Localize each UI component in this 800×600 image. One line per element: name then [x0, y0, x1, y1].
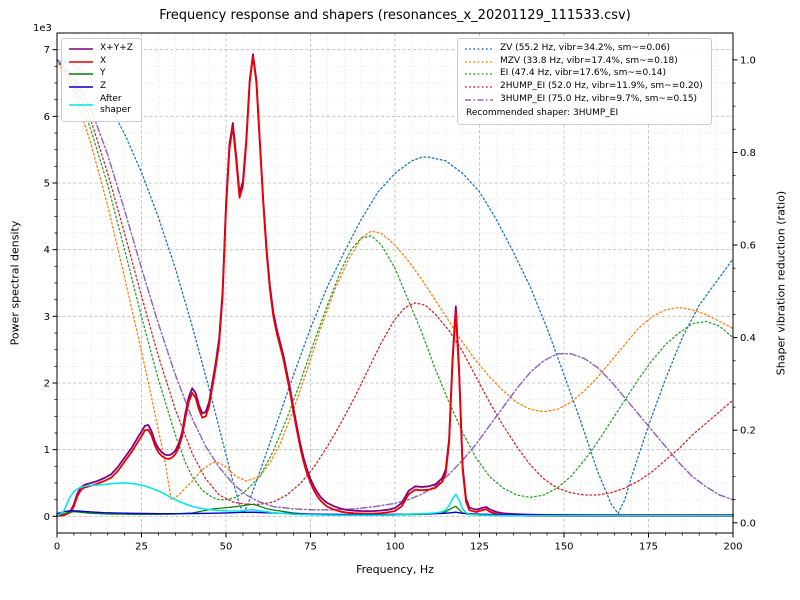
legend-item-y: Y [68, 68, 133, 80]
y-right-tick-label: 1.0 [740, 55, 756, 66]
x-tick-label: 175 [639, 542, 658, 553]
legend-label: Z [100, 81, 107, 92]
legend-item-after-shaper: After shaper [68, 94, 133, 117]
y-left-tick-label: 5 [44, 179, 50, 190]
y-right-tick-label: 0.2 [740, 426, 756, 437]
series-shaper-ei-line [56, 59, 734, 501]
series-x-line [56, 55, 734, 517]
x-tick-label: 200 [723, 542, 742, 553]
recommended-shaper-note: Recommended shaper: 3HUMP_EI [466, 108, 619, 119]
legend-label: After shaper [100, 93, 131, 116]
legend-line-icon [69, 104, 93, 107]
legend-item-zv: ZV (55.2 Hz, vibr=34.2%, sm~=0.06) [464, 43, 703, 55]
legend-line-icon [69, 48, 93, 50]
y-left-axis-label: Power spectral density [8, 220, 22, 346]
chart-title: Frequency response and shapers (resonanc… [159, 8, 631, 23]
x-tick-label: 75 [304, 542, 317, 553]
legend-item-mzv: MZV (33.8 Hz, vibr=17.4%, sm~=0.18) [464, 56, 703, 68]
y-right-tick-label: 0.8 [740, 148, 756, 159]
series-shaper-zv-line [56, 59, 734, 515]
x-tick-label: 100 [385, 542, 404, 553]
legend-line-icon [465, 60, 493, 63]
x-tick-label: 25 [135, 542, 148, 553]
x-tick-label: 50 [220, 542, 233, 553]
legend-item-z: Z [68, 81, 133, 93]
legend-item-ei: EI (47.4 Hz, vibr=17.6%, sm~=0.14) [464, 68, 703, 80]
legend-label: Y [100, 68, 106, 79]
psd-legend: X+Y+Z X Y Z After shaper [61, 38, 142, 123]
y-left-tick-label: 3 [44, 312, 50, 323]
legend-label: EI (47.4 Hz, vibr=17.6%, sm~=0.14) [500, 68, 667, 79]
legend-label: X [100, 55, 107, 66]
legend-label: 3HUMP_EI (75.0 Hz, vibr=9.7%, sm~=0.15) [500, 93, 698, 104]
series-after-shaper-line [56, 482, 734, 517]
y-right-tick-label: 0.6 [740, 241, 756, 252]
x-tick-label: 125 [470, 542, 489, 553]
y-left-tick-label: 7 [44, 45, 50, 56]
legend-item-x-plus-y-plus-z: X+Y+Z [68, 43, 133, 55]
y-left-tick-label: 4 [44, 245, 50, 256]
x-tick-label: 0 [54, 542, 60, 553]
series-shaper-2hump-ei-line [56, 59, 734, 505]
legend-line-icon [69, 60, 93, 63]
legend-line-icon [465, 48, 493, 50]
x-tick-label: 150 [554, 542, 573, 553]
legend-item-x: X [68, 56, 133, 68]
legend-line-icon [465, 98, 493, 101]
legend-label: 2HUMP_EI (52.0 Hz, vibr=11.9%, sm~=0.20) [500, 81, 703, 92]
y-left-tick-label: 0 [44, 512, 50, 523]
axis-offset-text: 1e3 [33, 23, 52, 34]
shapers-legend: ZV (55.2 Hz, vibr=34.2%, sm~=0.06) MZV (… [457, 38, 712, 126]
legend-line-icon [69, 73, 93, 76]
legend-item-2hump-ei: 2HUMP_EI (52.0 Hz, vibr=11.9%, sm~=0.20) [464, 81, 703, 93]
y-left-tick-label: 2 [44, 379, 50, 390]
y-left-tick-label: 6 [44, 112, 50, 123]
legend-label: MZV (33.8 Hz, vibr=17.4%, sm~=0.18) [500, 55, 678, 66]
y-right-axis-label: Shaper vibration reduction (ratio) [774, 190, 788, 376]
legend-label: ZV (55.2 Hz, vibr=34.2%, sm~=0.06) [500, 43, 670, 53]
y-left-tick-label: 1 [44, 445, 50, 456]
legend-line-icon [69, 86, 93, 88]
legend-label: X+Y+Z [100, 43, 133, 53]
y-right-tick-label: 0.4 [740, 333, 756, 344]
y-right-tick-label: 0.0 [740, 518, 756, 529]
x-axis-label: Frequency, Hz [356, 563, 434, 576]
legend-line-icon [465, 73, 493, 76]
legend-line-icon [465, 86, 493, 88]
legend-item-3hump-ei: 3HUMP_EI (75.0 Hz, vibr=9.7%, sm~=0.15) [464, 94, 703, 106]
